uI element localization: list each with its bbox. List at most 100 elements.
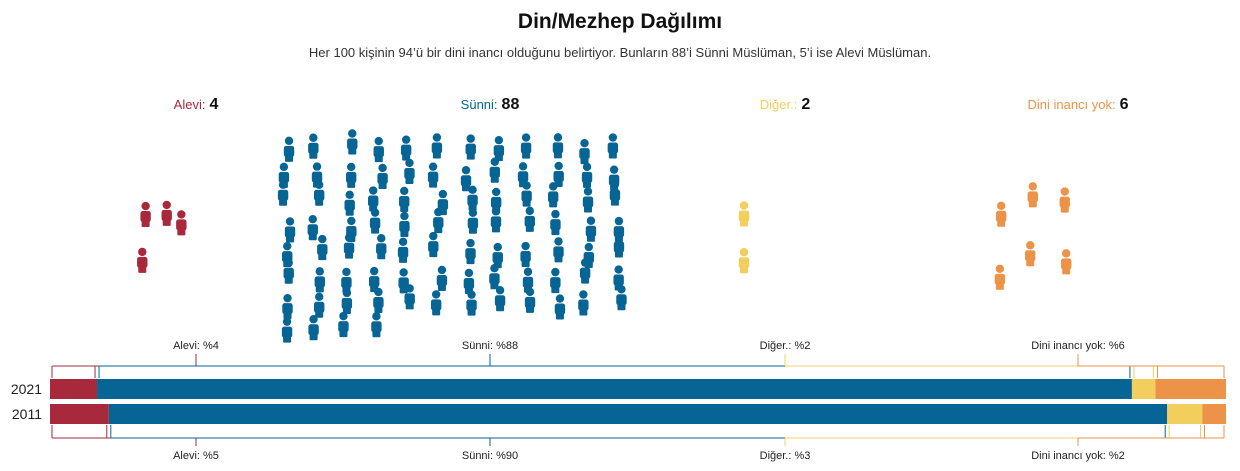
person-icon [377,163,388,189]
bar-segment [1202,404,1226,424]
group-label-diger: Diğer.: 2 [760,96,810,114]
bar-segment [97,379,1132,399]
leader-line [784,425,1201,446]
person-icon [140,201,151,228]
person-icon [1025,241,1036,267]
percent-label: Dini inancı yok: %2 [1031,450,1125,462]
person-icon [1061,249,1072,275]
person-icon-group [277,129,627,343]
person-icon [283,258,294,284]
person-icon [373,136,384,163]
person-icon [738,248,750,274]
person-icon [371,312,382,338]
person-icon [427,162,439,188]
person-icon [369,208,381,234]
person-icon [307,214,318,241]
person-icon [376,234,387,260]
person-icon [550,209,561,236]
person-icon [550,267,561,294]
person-icon [493,135,505,162]
person-icon [492,242,503,269]
person-icon [373,287,384,313]
person-icon [431,133,443,159]
person-icon [490,207,502,233]
person-icon [520,133,532,159]
person-icon [579,258,591,284]
person-icon [494,286,506,312]
person-icon [430,290,442,316]
person-icon [433,207,444,234]
person-icon [1059,187,1070,213]
leader-line [98,354,1131,378]
person-icon [400,135,412,161]
bar-segment [1155,379,1226,399]
person-icon [344,190,355,216]
person-icon [738,201,750,227]
person-icon [585,216,597,242]
person-icon [176,210,187,236]
percent-label: Sünni: %88 [462,340,518,352]
person-icon [277,180,289,206]
person-icon [578,290,589,316]
person-icon [489,264,500,290]
person-icon [579,138,590,165]
person-icon [338,311,349,338]
bar-segment [1131,379,1156,399]
person-icon-group [137,200,187,273]
person-icon [397,237,409,263]
percent-label: Diğer.: %2 [760,340,811,352]
person-icon [467,208,479,234]
person-icon [607,133,619,159]
person-icon [345,162,357,188]
group-label-inancsiz: Dini inancı yok: 6 [1027,96,1128,114]
person-icon [581,162,593,188]
percent-label: Dini inancı yok: %6 [1031,340,1125,352]
person-icon [466,290,477,316]
person-icon [582,187,594,213]
person-icon [284,217,296,243]
person-icon [404,158,415,184]
person-icon [465,238,476,265]
person-icon [1027,182,1038,208]
person-icon [613,232,625,258]
person-icon [137,247,148,273]
bar-segment [108,404,1168,424]
person-icon [436,265,448,291]
percent-label: Alevi: %4 [173,340,219,352]
person-icon [283,136,295,162]
person-icon [613,265,624,291]
person-icon [524,287,536,313]
group-name: Dini inancı yok: [1027,97,1116,112]
leader-line [784,354,1154,378]
group-count: 2 [801,96,811,113]
group-label-sunni: Sünni: 88 [461,96,520,114]
person-icon [995,201,1007,227]
leader-line [1077,354,1225,378]
person-icon [616,285,627,311]
bar-segment [50,379,98,399]
person-icon [520,241,531,268]
leader-line [110,425,1166,446]
group-label-alevi: Alevi: 4 [174,96,219,114]
person-icon [313,180,325,206]
person-icon [463,268,475,294]
person-icon [465,134,476,160]
person-icon [489,157,500,183]
percent-label: Diğer.: %3 [760,450,811,462]
bar-category-label: 2011 [12,406,42,422]
bar-category-label: 2021 [11,381,42,397]
person-icon [399,211,410,237]
person-icon [609,180,621,206]
person-icon [314,267,325,293]
person-icon [317,234,328,261]
person-icon [404,284,415,310]
group-name: Alevi: [173,97,206,112]
person-icon [368,186,379,212]
chart-title: Din/Mezhep Dağılımı [517,10,723,33]
person-icon [281,317,293,343]
person-icon [552,133,564,159]
person-icon [460,166,472,192]
person-icon [521,181,532,207]
person-icon [399,186,410,212]
